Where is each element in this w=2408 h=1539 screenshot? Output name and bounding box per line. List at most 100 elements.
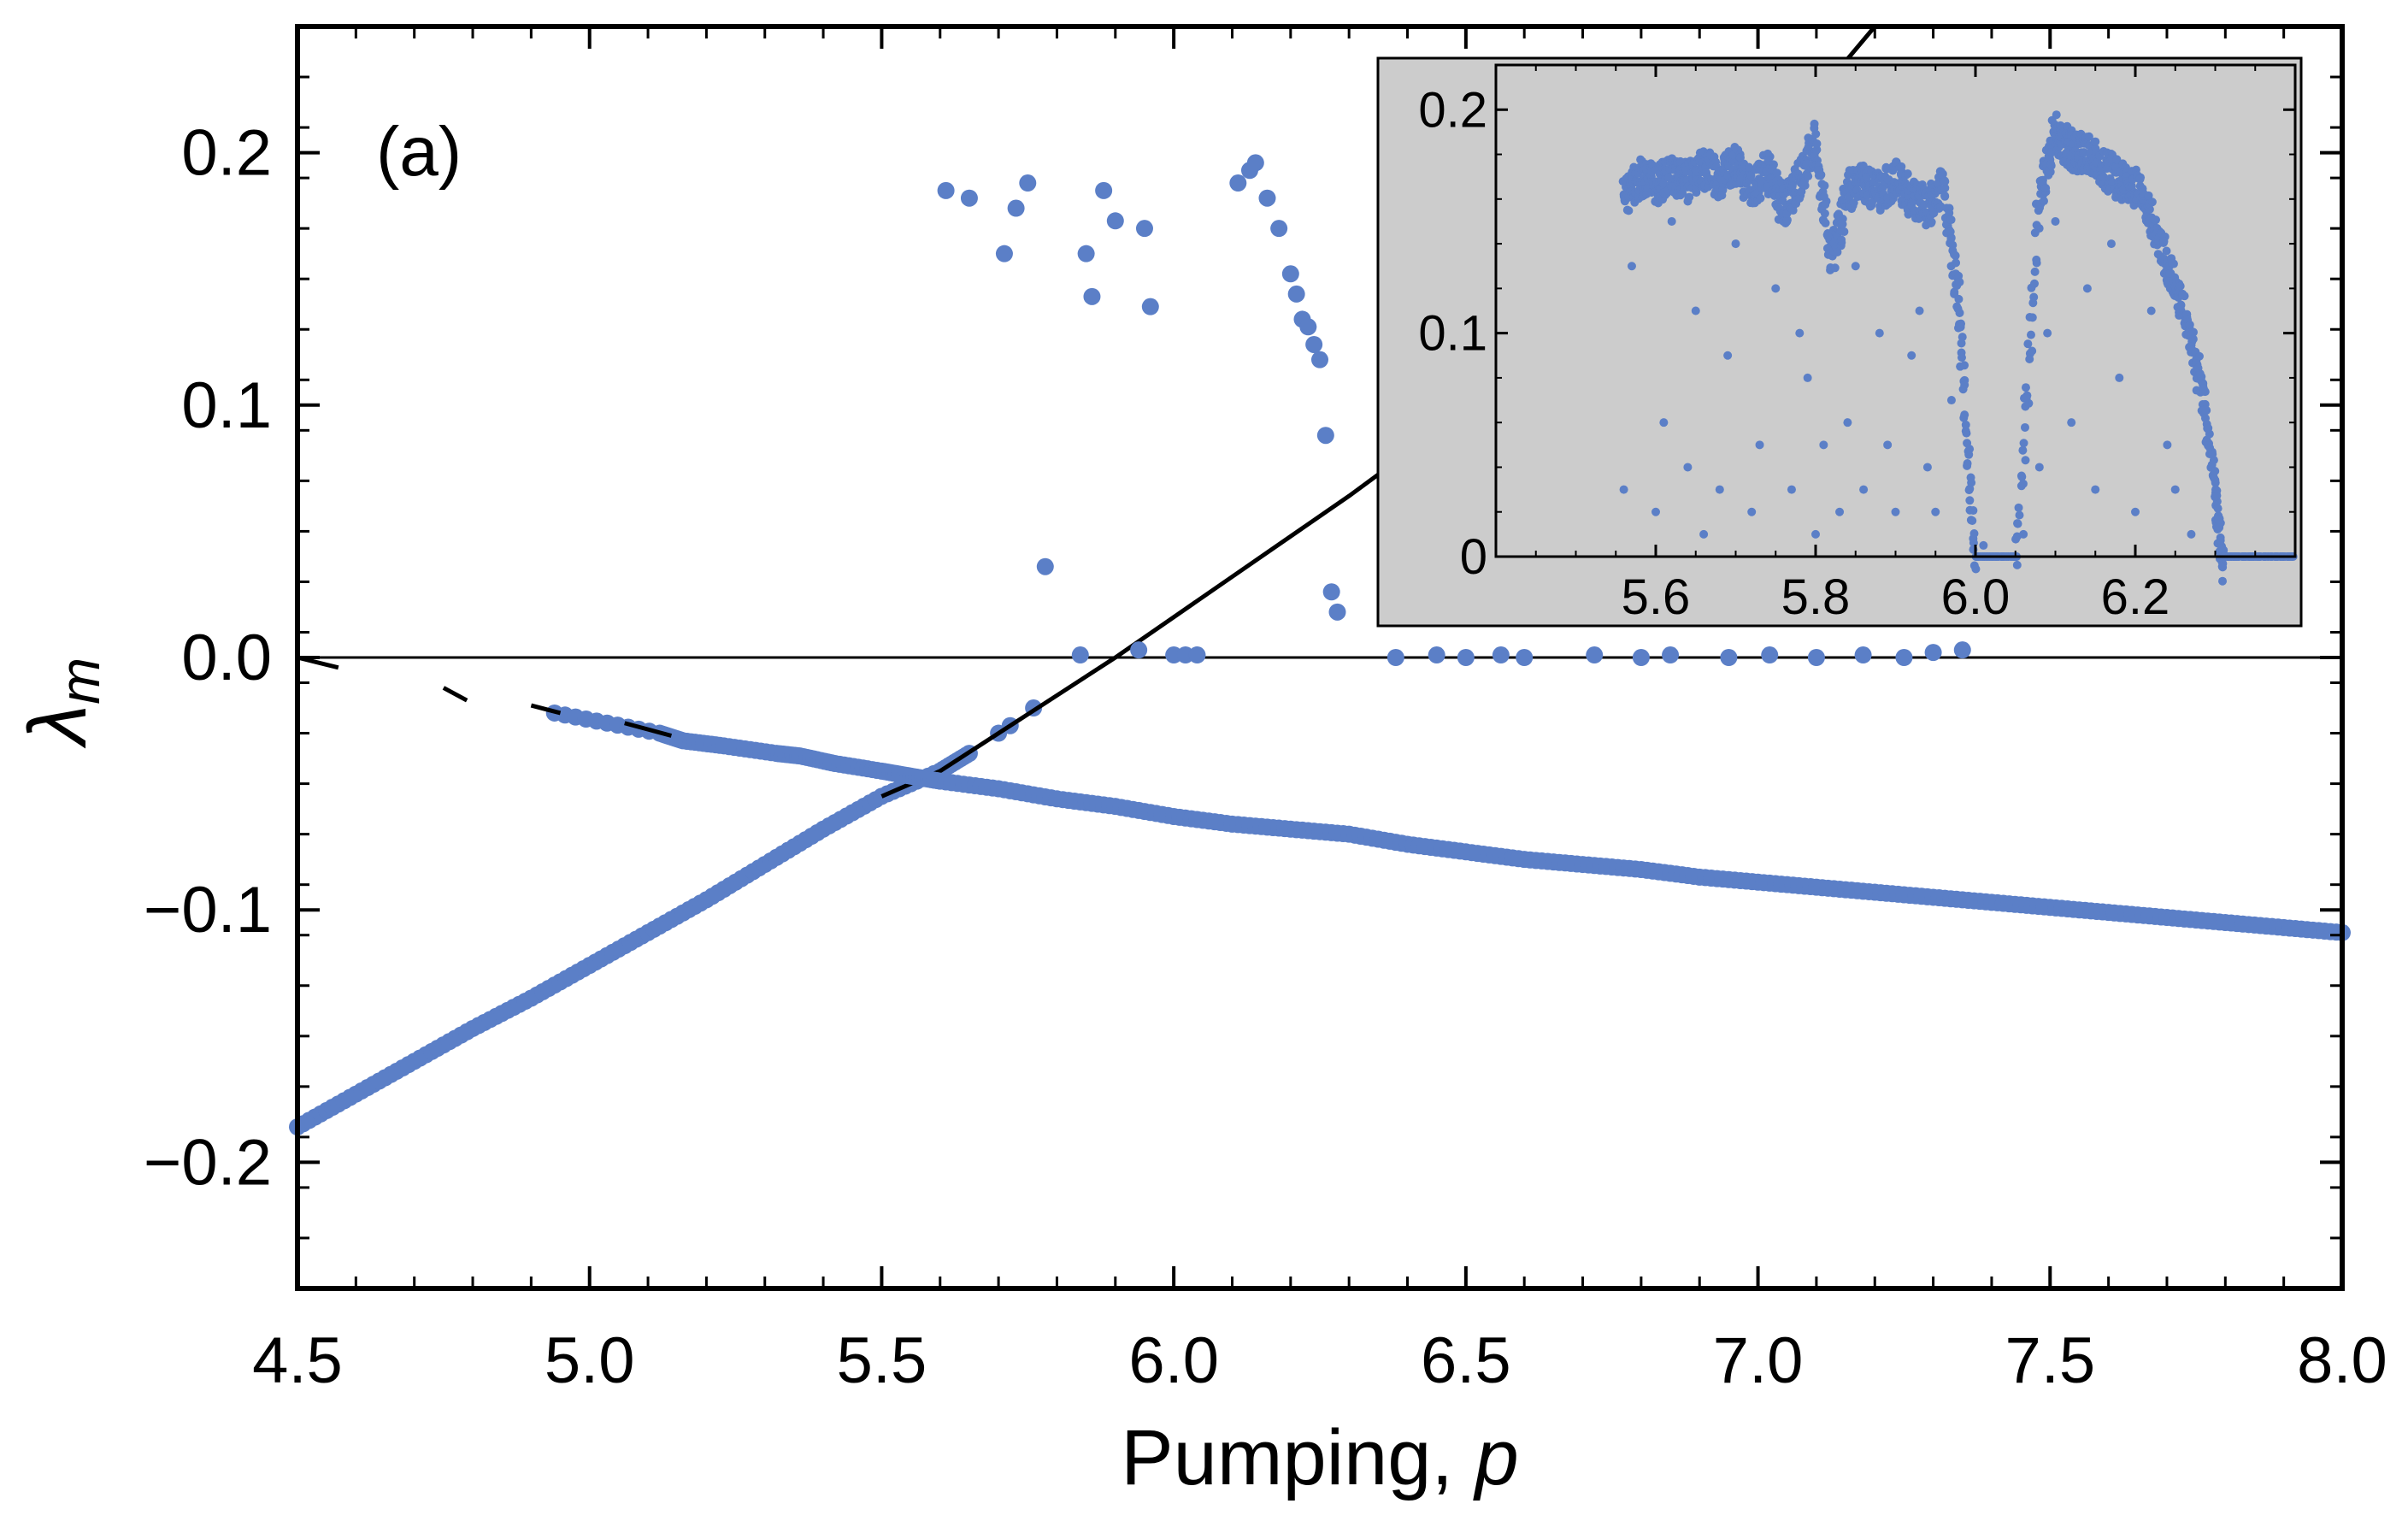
data-point [1457,649,1475,666]
inset-point [1699,529,1709,539]
data-point [1071,646,1089,664]
data-point [1106,212,1124,230]
inset-x-tick-label: 6.2 [2101,569,2170,625]
inset-point [2194,351,2204,361]
data-point [1316,427,1334,445]
inset-point [1787,181,1797,191]
y-tick-label: −0.1 [144,874,272,946]
inset-point [1821,218,1830,227]
data-point [1387,649,1404,666]
data-point [995,245,1013,262]
data-point [1281,265,1299,283]
inset-point [2067,418,2076,428]
inset-point [1744,162,1753,172]
inset-point [1811,529,1820,539]
inset-point [1940,177,1950,186]
data-point [1895,649,1913,666]
data-point [1287,285,1305,303]
data-point [1854,646,1872,664]
inset-point [1819,440,1828,450]
inset-point [1683,463,1693,472]
data-point [1632,649,1650,666]
inset-point [2013,519,2022,528]
inset-point [1962,428,1971,438]
inset-point [2115,373,2124,382]
data-point [1311,351,1328,369]
data-point [1428,646,1445,664]
x-tick-label: 6.5 [1421,1324,1511,1397]
y-tick-label: 0.2 [181,117,272,190]
inset-point [2211,492,2221,501]
inset-point [1940,191,1950,200]
data-point [1036,557,1054,575]
inset-point [1717,191,1727,200]
series-dash [442,686,468,703]
x-tick-label: 6.0 [1128,1324,1219,1397]
data-point [1007,199,1025,217]
inset-point [1907,351,1916,360]
inset-point [1619,485,1628,494]
inset-point [2030,279,2040,288]
inset-x-tick-label: 6.0 [1941,569,2011,625]
inset-point [2188,334,2198,344]
inset-point [2019,439,2028,448]
inset-point [2217,562,2227,571]
inset-point [2020,422,2029,432]
inset-background [1376,56,2303,628]
inset-point [2046,160,2056,169]
inset-point [1862,173,1871,182]
panel-label: (a) [376,113,462,191]
inset-point [2016,471,2026,481]
x-tick-label: 7.0 [1713,1324,1804,1397]
y-axis-label-subscript: m [48,657,111,705]
inset-point [1957,339,1966,348]
inset-point [1903,169,1912,179]
inset-point [2185,320,2194,329]
inset-point [2159,237,2169,246]
data-point [1516,649,1534,666]
inset-point [2018,479,2028,488]
inset-point [2023,339,2033,349]
inset-point [2144,191,2153,200]
inset-point [2012,560,2022,569]
inset-point [2195,369,2205,379]
inset-point [1691,306,1700,315]
inset-point [2029,292,2039,302]
inset-point [2026,330,2035,339]
inset-point [2084,132,2093,141]
inset-point [1875,328,1884,338]
inset-point [2032,221,2041,230]
inset-point [1940,183,1950,192]
inset-point [1915,306,1924,315]
inset-point [1945,209,1954,218]
inset-point [1820,181,1829,191]
inset-point [1816,170,1826,180]
x-tick-label: 5.5 [837,1324,927,1397]
inset-point [2162,246,2171,256]
inset-point [2014,503,2023,512]
inset-point [1747,507,1757,516]
data-point [1720,649,1738,666]
main-ticks: 4.5 5.0 5.5 6.0 6.5 7.0 7.5 8.0 −0.2 −0.1 0.0 0.1 0.… [144,25,2387,1397]
x-tick-label: 5.0 [545,1324,635,1397]
inset-point [2204,423,2213,433]
inset-point [1965,496,1975,505]
inset-point [1859,485,1869,494]
inset-point [2215,522,2224,532]
data-point [1095,181,1113,199]
x-axis-label: Pumping, p [1121,1414,1518,1501]
data-point [1807,649,1825,666]
inset-point [1731,239,1740,249]
inset-point [1851,262,1860,271]
inset-point [1837,235,1846,245]
inset-point [2034,463,2044,472]
inset-point [1938,169,1947,179]
data-point [1270,220,1288,238]
inset-point [2147,198,2157,207]
inset-point [2218,576,2228,586]
inset-point [1979,540,1988,550]
data-point [1141,298,1159,315]
inset-point [2207,460,2217,469]
inset-point [1715,485,1724,494]
inset-point [1922,463,1932,472]
